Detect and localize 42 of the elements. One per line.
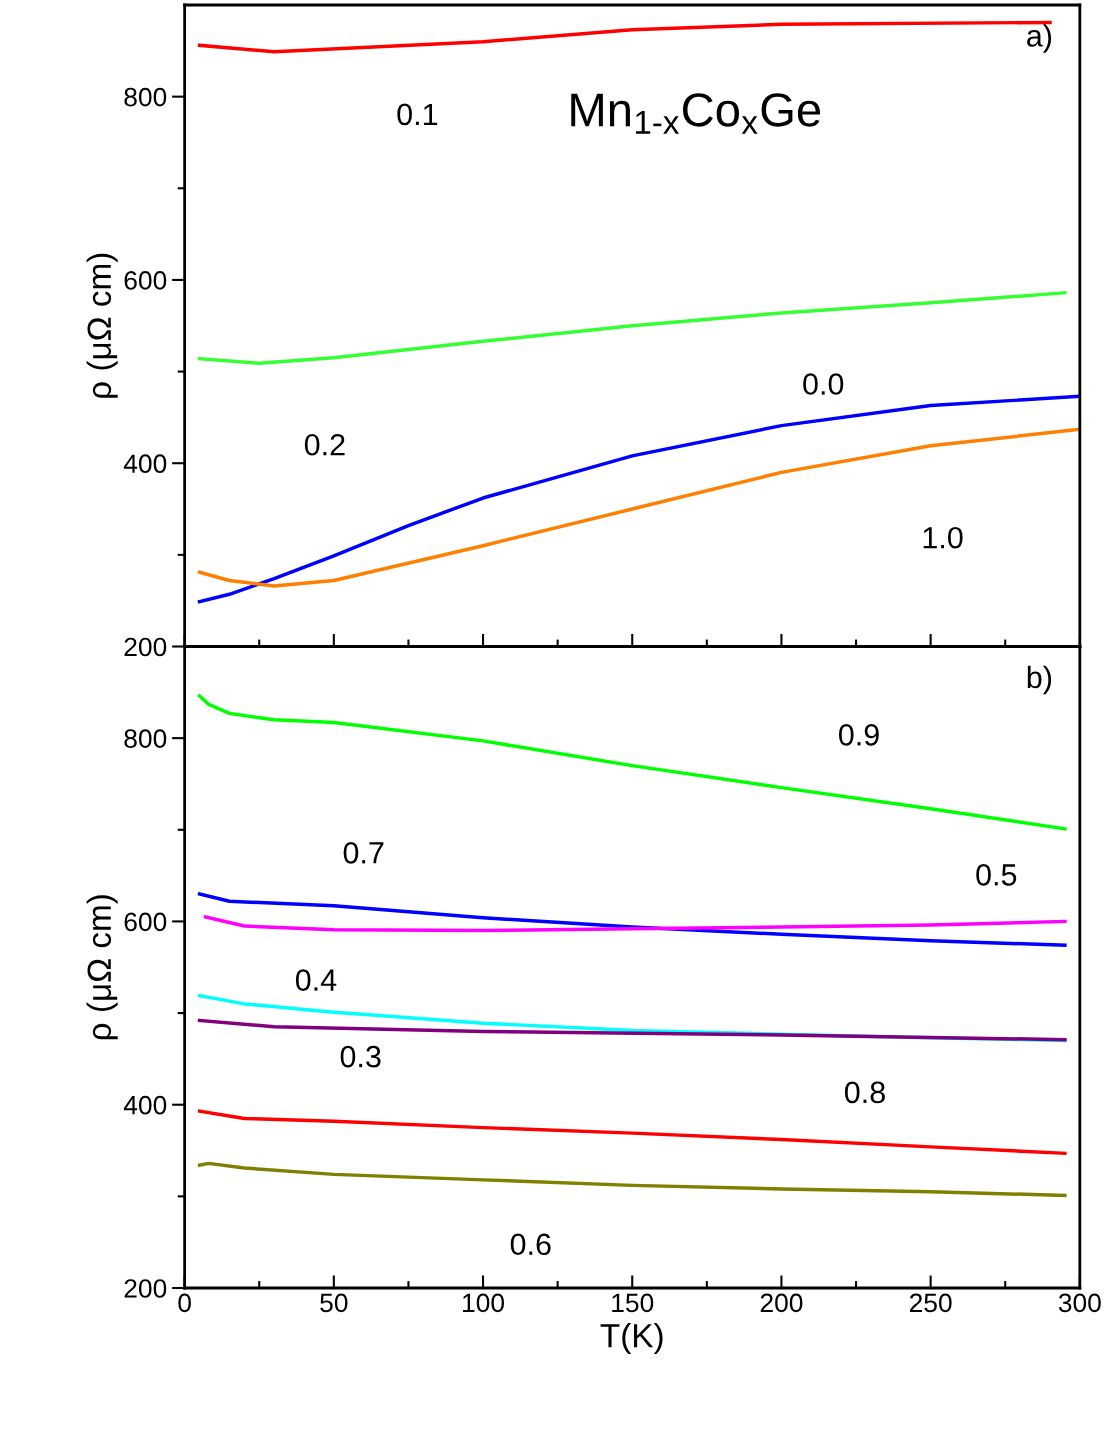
line-series (197, 20, 1052, 54)
y-axis-title: ρ (μΩ cm) (86, 253, 118, 398)
line-series (197, 427, 1080, 588)
line-series (197, 892, 1067, 947)
series-label: 0.5 (976, 864, 1017, 886)
line-series (197, 291, 1067, 366)
series-label: 0.9 (838, 724, 879, 746)
text: 1.0 (923, 526, 963, 549)
text: 0.2 (304, 433, 345, 456)
series-label: 0.6 (510, 1233, 551, 1256)
line-series (203, 915, 1067, 933)
y-tick-label: 800 (124, 729, 167, 748)
y-tick-label: 600 (124, 271, 167, 290)
series-label: 0.0 (803, 373, 844, 395)
series-label: 0.7 (343, 842, 384, 864)
series-label: 0.1 (397, 103, 438, 126)
x-tick-label: 50 (320, 1293, 348, 1313)
y-tick-label: 400 (123, 1095, 167, 1115)
annotation: a) (1027, 24, 1052, 53)
x-tick-label: 0 (178, 1293, 191, 1313)
series-label: 0.3 (340, 1045, 381, 1068)
x-axis-title: T(K) (600, 1323, 663, 1355)
line-series (197, 694, 1067, 831)
series-label: 0.4 (295, 969, 337, 991)
x-tick-label: 200 (760, 1293, 803, 1313)
y-tick-label: 600 (124, 912, 167, 932)
y-axis-title: ρ (μΩ cm) (86, 895, 118, 1040)
line-series (197, 394, 1080, 604)
y-tick-label: 400 (123, 454, 167, 474)
y-tick-label: 200 (124, 637, 167, 657)
x-tick-label: 250 (909, 1293, 952, 1313)
line-series (197, 1161, 1067, 1198)
annotation: Mn$_{1-x}$Co$_{x}$Ge (571, 93, 821, 134)
series-label: 0.8 (844, 1081, 885, 1104)
x-tick-label: 300 (1058, 1293, 1101, 1313)
y-tick-label: 200 (124, 1279, 167, 1298)
line-series (197, 1018, 1067, 1042)
x-tick-label: 100 (463, 1293, 505, 1313)
line-series (197, 1109, 1067, 1156)
annotation: b) (1027, 665, 1052, 695)
y-tick-label: 800 (124, 87, 167, 107)
x-tick-label: 150 (612, 1293, 654, 1313)
